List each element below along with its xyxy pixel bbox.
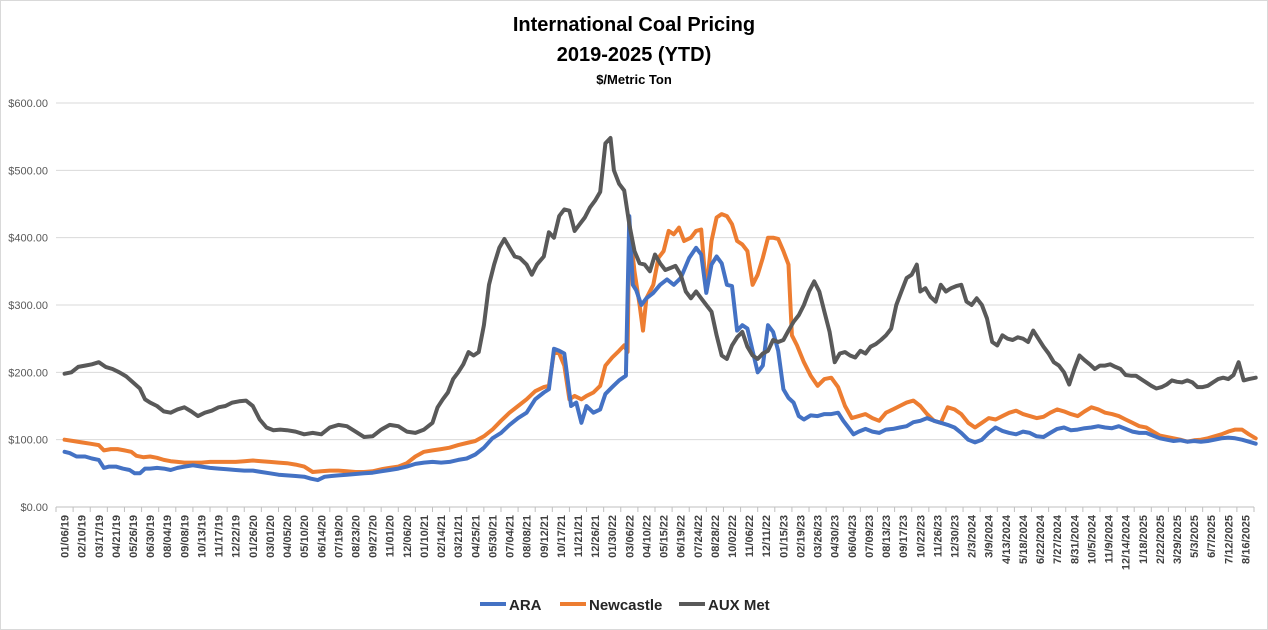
x-tick-label: 5/3/2025 <box>1189 515 1201 558</box>
x-tick-label: 06/30/19 <box>145 515 157 558</box>
y-tick-label: $300.00 <box>8 300 48 312</box>
x-tick-label: 4/13/2024 <box>1001 514 1013 564</box>
x-tick-label: 01/06/19 <box>60 515 72 558</box>
x-tick-label: 07/19/20 <box>333 515 345 558</box>
series-line-ara <box>62 214 1258 483</box>
chart-subtitle: 2019-2025 (YTD) <box>557 44 712 66</box>
x-tick-label: 12/06/20 <box>402 515 414 558</box>
x-tick-label: 09/17/23 <box>898 515 910 558</box>
y-tick-label: $200.00 <box>8 367 48 379</box>
x-tick-label: 07/24/22 <box>693 515 705 558</box>
y-tick-label: $600.00 <box>8 98 48 110</box>
x-tick-label: 03/01/20 <box>265 515 277 558</box>
x-tick-label: 10/13/19 <box>196 515 208 558</box>
x-tick-label: 10/5/2024 <box>1086 514 1098 564</box>
x-tick-label: 01/30/22 <box>607 515 619 558</box>
x-tick-label: 11/06/22 <box>744 515 756 557</box>
x-tick-label: 08/08/21 <box>522 515 534 558</box>
x-tick-label: 06/04/23 <box>847 515 859 558</box>
x-tick-label: 11/9/2024 <box>1104 514 1116 563</box>
x-tick-label: 04/30/23 <box>830 515 842 558</box>
x-tick-label: 12/26/21 <box>590 515 602 558</box>
legend: ARA Newcastle AUX Met <box>480 597 770 614</box>
chart-unit-label: $/Metric Ton <box>596 72 672 87</box>
x-tick-label: 01/26/20 <box>248 515 260 558</box>
y-tick-label: $400.00 <box>8 233 48 245</box>
x-tick-label: 11/01/20 <box>385 515 397 557</box>
legend-label-ara: ARA <box>509 597 542 614</box>
x-tick-label: 03/06/22 <box>624 515 636 558</box>
x-tick-label: 2/22/2025 <box>1155 515 1167 564</box>
x-tick-label: 09/27/20 <box>368 515 380 558</box>
x-tick-label: 01/15/23 <box>778 515 790 558</box>
x-tick-label: 05/10/20 <box>299 515 311 558</box>
gridlines <box>56 102 1254 441</box>
x-tick-label: 04/21/19 <box>111 515 123 558</box>
y-tick-label: $500.00 <box>8 165 48 177</box>
x-tick-label: 7/12/2025 <box>1223 515 1235 564</box>
x-tick-label: 05/30/21 <box>487 515 499 558</box>
x-tick-label: 09/12/21 <box>539 515 551 558</box>
x-tick-label: 04/10/22 <box>641 515 653 558</box>
x-tick-label: 12/22/19 <box>231 515 243 558</box>
x-tick-label: 03/26/23 <box>813 515 825 558</box>
x-tick-label: 07/09/23 <box>864 515 876 558</box>
x-tick-label: 2/3/2024 <box>967 514 979 558</box>
x-tick-label: 02/10/19 <box>77 515 89 558</box>
x-tick-label: 04/05/20 <box>282 515 294 558</box>
x-tick-label: 1/18/2025 <box>1138 515 1150 564</box>
x-tick-label: 11/21/21 <box>573 515 585 557</box>
x-tick-label: 12/30/23 <box>950 515 962 558</box>
x-tick-label: 05/26/19 <box>128 515 140 558</box>
x-tick-label: 06/19/22 <box>676 515 688 558</box>
x-tick-label: 06/14/20 <box>316 515 328 558</box>
y-tick-label: $100.00 <box>8 435 48 447</box>
x-tick-label: 01/10/21 <box>419 515 431 558</box>
x-tick-label: 5/18/2024 <box>1018 514 1030 564</box>
x-tick-label: 04/25/21 <box>470 515 482 558</box>
plot-area <box>62 136 1258 483</box>
x-tick-label: 08/04/19 <box>162 515 174 558</box>
x-tick-label: 03/21/21 <box>453 515 465 558</box>
x-tick-label: 11/26/23 <box>932 515 944 557</box>
legend-label-newcastle: Newcastle <box>589 597 662 614</box>
x-tick-label: 05/15/22 <box>659 515 671 558</box>
y-tick-label: $0.00 <box>20 502 48 514</box>
x-tick-label: 10/02/22 <box>727 515 739 558</box>
x-tick-label: 08/28/22 <box>710 515 722 558</box>
x-tick-label: 10/22/23 <box>915 515 927 558</box>
x-tick-label: 10/17/21 <box>556 515 568 558</box>
x-axis: 01/06/19 02/10/19 03/17/19 04/21/19 05/26/19… <box>55 506 1255 570</box>
x-tick-label: 11/17/19 <box>214 515 226 557</box>
chart-title: International Coal Pricing <box>513 14 755 36</box>
x-tick-label: 09/08/19 <box>179 515 191 558</box>
x-tick-label: 3/9/2024 <box>984 514 996 558</box>
series-line-newcastle <box>62 212 1258 474</box>
x-tick-label: 02/19/23 <box>795 515 807 558</box>
x-tick-label: 6/22/2024 <box>1035 514 1047 564</box>
x-tick-label: 12/11/22 <box>761 515 773 557</box>
y-axis: $0.00 $100.00 $200.00 $300.00 $400.00 $500.00… <box>8 98 48 514</box>
x-tick-label: 6/7/2025 <box>1206 515 1218 558</box>
x-tick-label: 02/14/21 <box>436 515 448 558</box>
x-tick-label: 12/14/2024 <box>1121 514 1133 570</box>
x-tick-label: 08/23/20 <box>351 515 363 558</box>
x-tick-label: 03/17/19 <box>94 515 106 558</box>
x-tick-label: 8/16/2025 <box>1240 515 1252 564</box>
series-line-aux-met <box>62 136 1258 439</box>
x-tick-label: 08/13/23 <box>881 515 893 558</box>
x-tick-label: 8/31/2024 <box>1069 514 1081 564</box>
x-tick-label: 7/27/2024 <box>1052 514 1064 564</box>
x-tick-label: 07/04/21 <box>505 515 517 558</box>
x-tick-label: 3/29/2025 <box>1172 515 1184 564</box>
legend-label-aux-met: AUX Met <box>708 597 770 614</box>
